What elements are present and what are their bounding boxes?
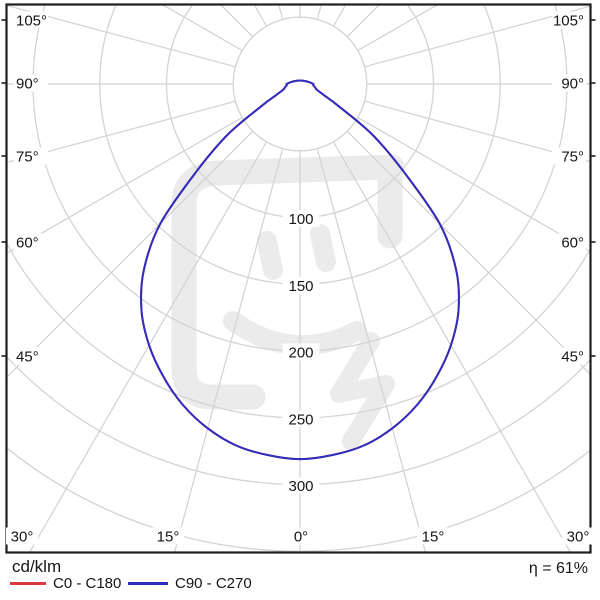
legend-label-c0-c180: C0 - C180 [53,575,122,592]
radial-value-label-150: 150 [288,278,313,295]
intensity-curves [140,79,460,461]
radial-value-label-300: 300 [288,478,313,495]
legend-line-c0-c180-icon [10,582,46,585]
angle-label-right-45°: 45° [561,349,584,366]
angle-label-bottom-3: 15° [422,529,445,546]
angle-ticks [1,19,596,357]
angle-label-left-105°: 105° [16,13,47,30]
angle-label-right-60°: 60° [561,235,584,252]
angle-label-bottom-1: 15° [157,529,180,546]
legend-line-c90-c270-icon [128,582,168,585]
angle-label-right-105°: 105° [553,13,584,30]
unit-label: cd/klm [12,557,62,576]
angle-label-left-45°: 45° [16,349,39,366]
angle-label-left-90°: 90° [16,76,39,93]
legend-label-c90-c270: C90 - C270 [175,575,252,592]
radial-value-label-100: 100 [288,211,313,228]
radial-value-label-250: 250 [288,411,313,428]
angle-label-bottom-4: 30° [567,529,590,546]
angle-label-right-90°: 90° [561,76,584,93]
legend-item-c0-c180: C0 - C180 [10,575,121,592]
legend-item-c90-c270: C90 - C270 [128,575,252,592]
curve-c90-c270 [140,79,460,461]
angle-label-left-75°: 75° [16,149,39,166]
angle-label-bottom-0: 30° [11,529,34,546]
angle-label-bottom-2: 0° [294,529,308,546]
chart-frame [5,3,592,554]
angle-label-left-60°: 60° [16,235,39,252]
radial-value-label-200: 200 [288,345,313,362]
angle-label-right-75°: 75° [561,149,584,166]
axis-labels: 105° 105° 90° 90° 75° 75° 60° 60° 45° 45° 30° 15° 0°… [6,11,594,546]
efficiency-value: η = 61% [528,560,588,577]
